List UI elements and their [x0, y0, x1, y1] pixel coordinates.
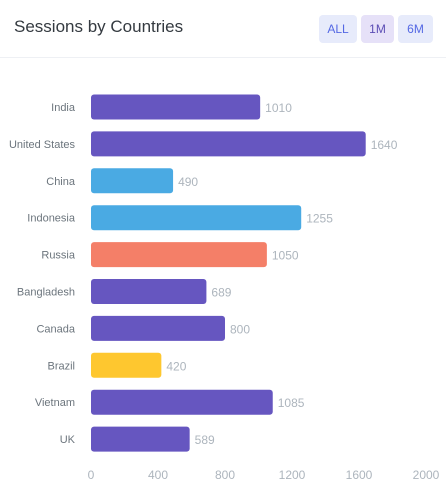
card-title: Sessions by Countries	[14, 17, 184, 36]
category-label-uk: UK	[60, 434, 76, 446]
value-label-china: 490	[178, 175, 198, 189]
range-6m-button[interactable]: 6M	[398, 15, 433, 43]
range-all-button[interactable]: ALL	[319, 15, 357, 43]
value-label-canada: 800	[230, 322, 250, 336]
category-label-vietnam: Vietnam	[35, 397, 75, 409]
category-label-china: China	[46, 176, 76, 188]
bar-india	[91, 94, 261, 120]
category-label-brazil: Brazil	[47, 360, 75, 372]
value-label-united-states: 1640	[371, 138, 398, 152]
value-label-vietnam: 1085	[278, 396, 305, 410]
value-label-indonesia: 1255	[306, 212, 333, 226]
x-tick-label-2000: 2000	[413, 468, 440, 482]
value-label-russia: 1050	[272, 249, 299, 263]
bar-bangladesh	[91, 279, 207, 304]
bar-indonesia	[91, 205, 302, 231]
x-tick-label-1200: 1200	[279, 468, 306, 482]
value-label-bangladesh: 689	[211, 286, 231, 300]
category-label-united-states: United States	[9, 139, 76, 151]
value-label-india: 1010	[265, 101, 292, 115]
category-label-indonesia: Indonesia	[27, 213, 76, 225]
bar-china	[91, 168, 174, 194]
value-label-uk: 589	[195, 433, 215, 447]
card-header: Sessions by Countries ALL 1M 6M	[0, 0, 446, 58]
x-tick-label-400: 400	[148, 468, 168, 482]
bar-uk	[91, 426, 190, 452]
x-tick-label-0: 0	[88, 468, 95, 482]
sessions-bar-chart: India 1010 United States 1640 China 490 Indone…	[9, 94, 440, 482]
bar-united-states	[91, 131, 366, 157]
bar-canada	[91, 315, 225, 341]
range-1m-button[interactable]: 1M	[361, 15, 394, 43]
category-label-bangladesh: Bangladesh	[17, 287, 75, 299]
category-label-russia: Russia	[41, 250, 76, 262]
bar-vietnam	[91, 389, 273, 415]
bar-russia	[91, 242, 267, 268]
value-label-brazil: 420	[166, 359, 186, 373]
bar-brazil	[91, 352, 162, 378]
category-label-canada: Canada	[36, 323, 75, 335]
category-label-india: India	[51, 102, 76, 114]
x-tick-label-1600: 1600	[346, 468, 373, 482]
x-tick-label-800: 800	[215, 468, 235, 482]
